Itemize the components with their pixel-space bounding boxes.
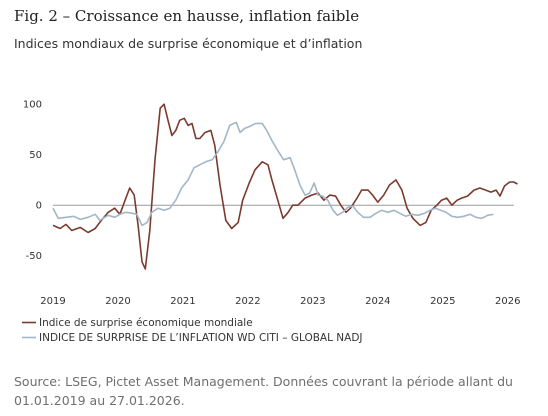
- x-tick-label: 2021: [170, 296, 195, 307]
- x-tick-label: 2026: [495, 296, 520, 307]
- chart-title: Fig. 2 – Croissance en hausse, inflation…: [14, 7, 359, 25]
- series-line: [52, 103, 518, 270]
- series-line: [52, 121, 494, 227]
- chart-subtitle: Indices mondiaux de surprise économique …: [14, 36, 362, 51]
- x-tick-label: 2024: [365, 296, 390, 307]
- x-tick-label: 2022: [235, 296, 260, 307]
- x-tick-label: 2023: [300, 296, 325, 307]
- x-tick-label: 2019: [40, 296, 65, 307]
- x-tick-label: 2025: [430, 296, 455, 307]
- y-tick-label: -50: [26, 251, 42, 262]
- legend-label: INDICE DE SURPRISE DE L’INFLATION WD CIT…: [39, 332, 363, 344]
- y-tick-label: 100: [23, 100, 42, 111]
- source: 01.01.2019 au 27.01.2026.: [14, 393, 185, 408]
- legend-label: Indice de surprise économique mondiale: [39, 317, 253, 329]
- x-tick-label: 2020: [105, 296, 130, 307]
- source: Source: LSEG, Pictet Asset Management. D…: [14, 374, 513, 389]
- y-tick-label: 50: [29, 150, 42, 161]
- y-tick-label: 0: [36, 201, 42, 212]
